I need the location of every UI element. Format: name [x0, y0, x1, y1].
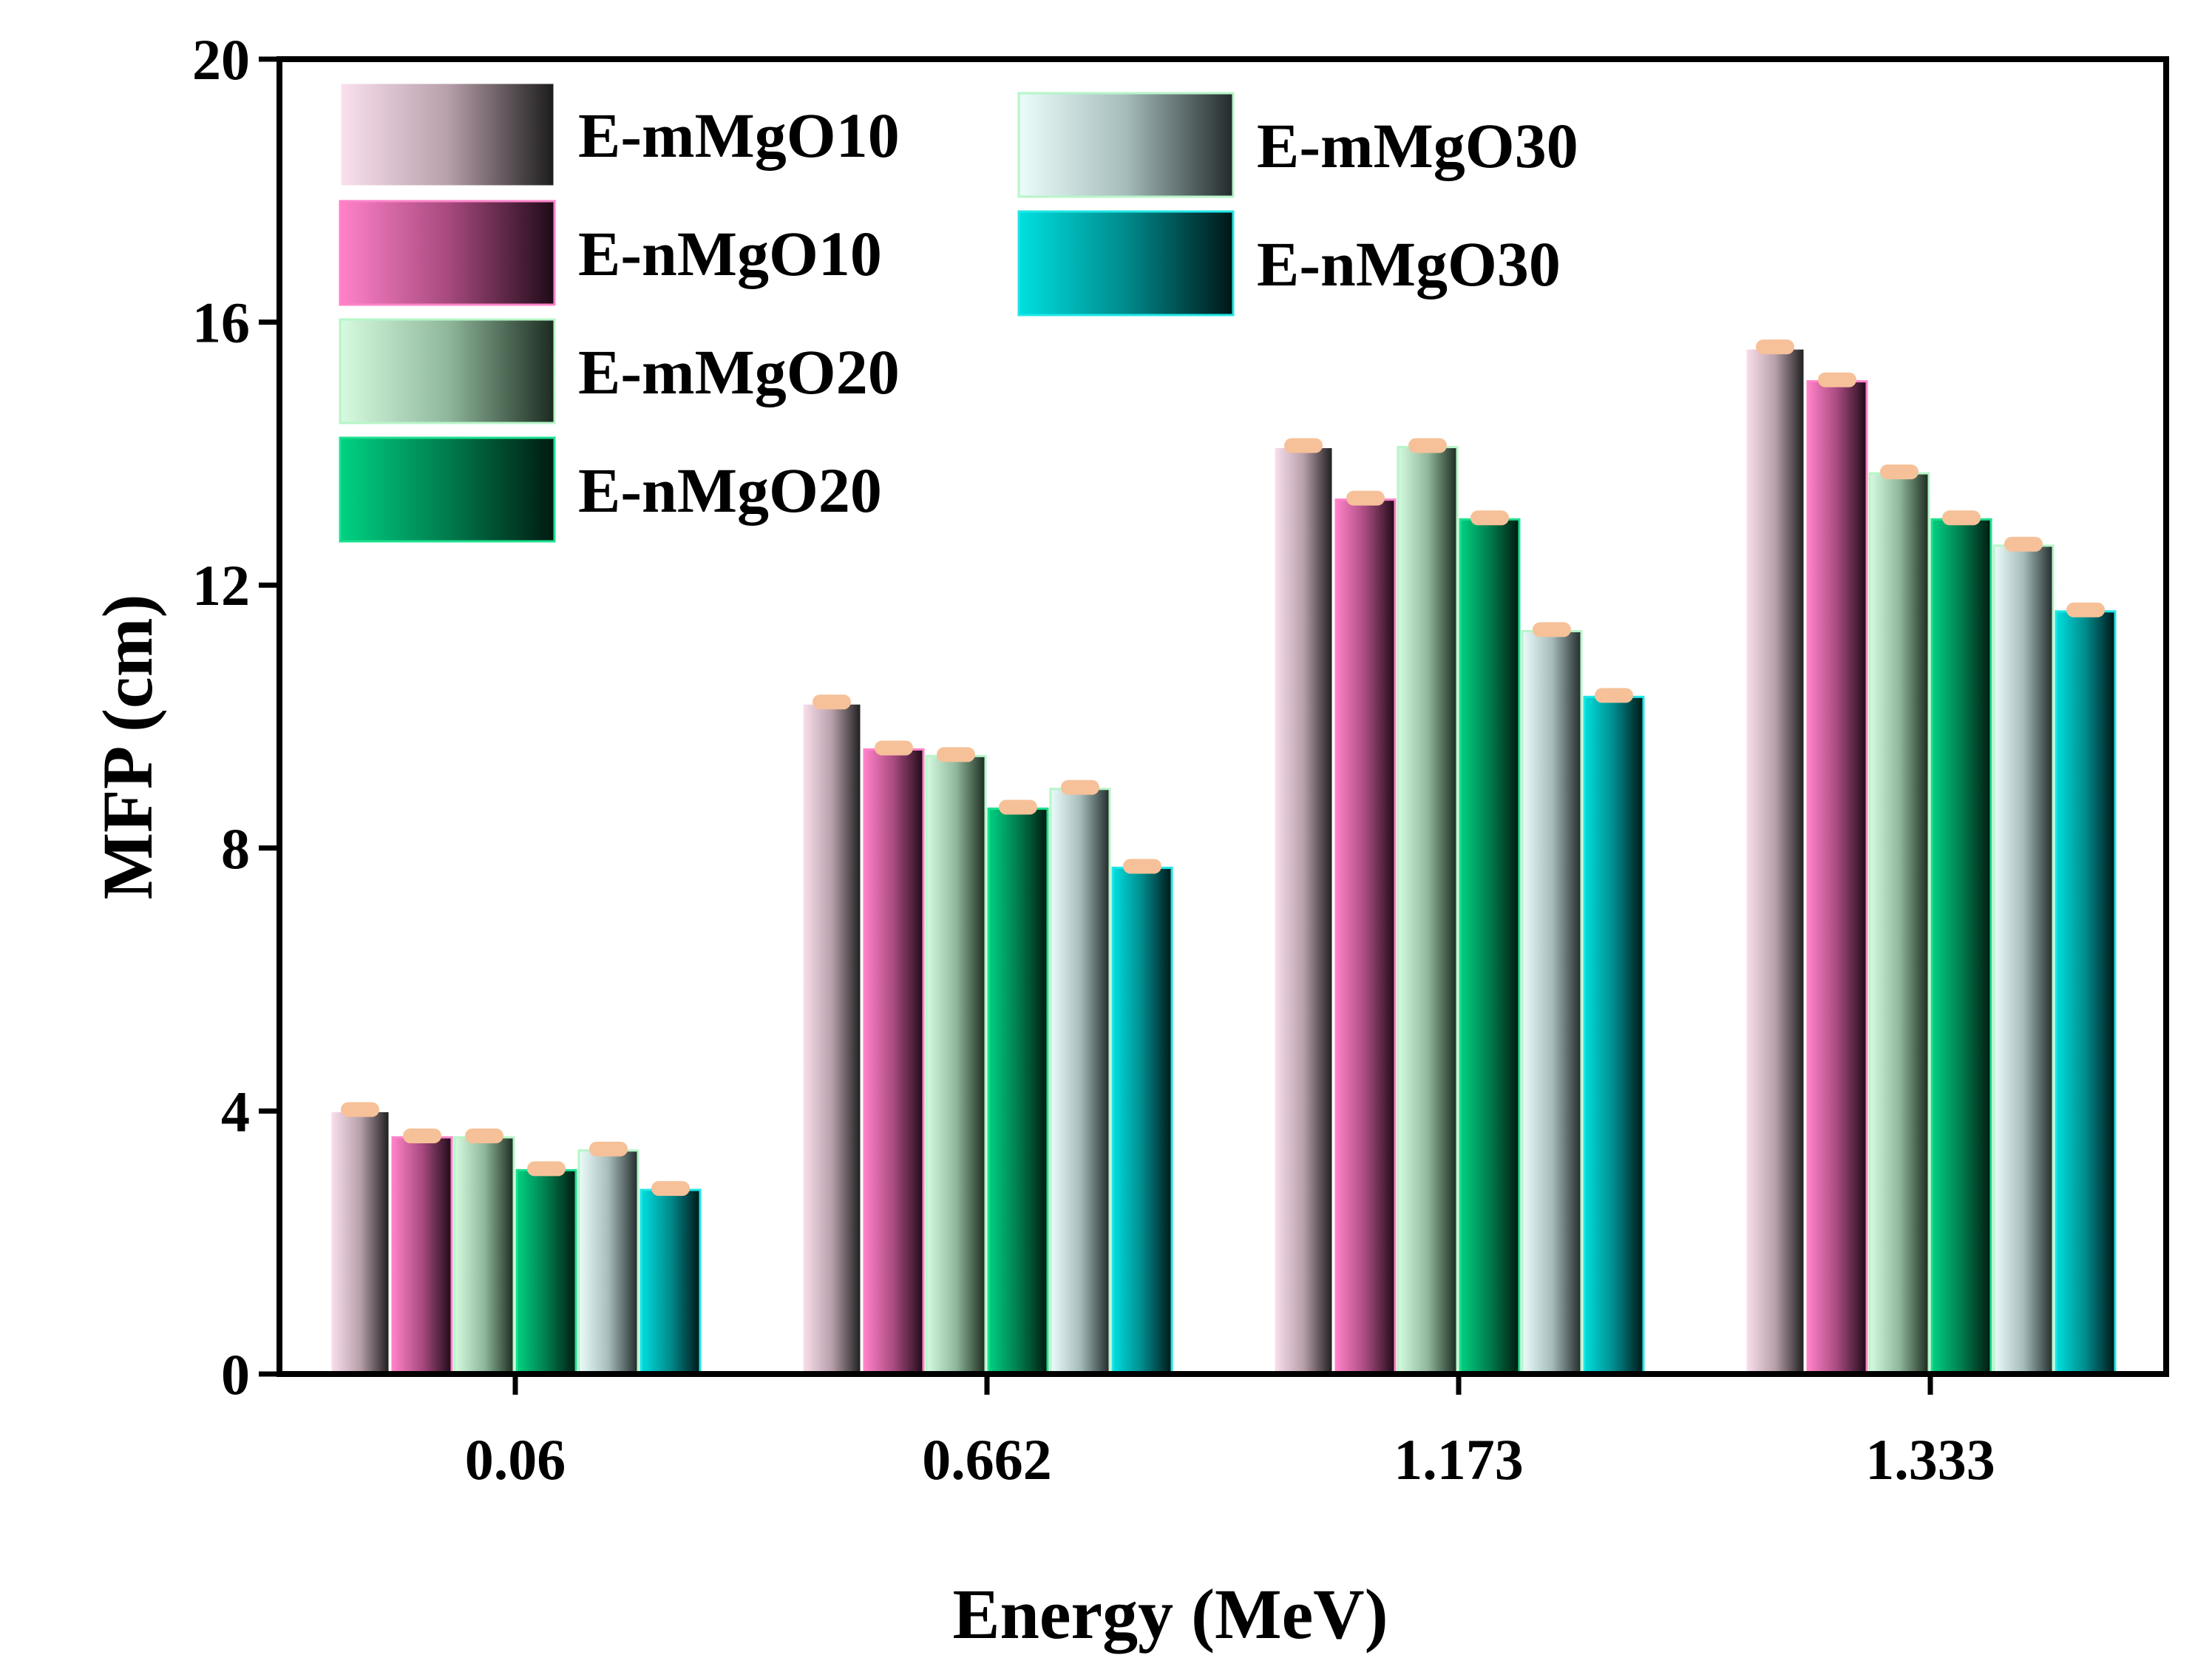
- error-marker: [651, 1181, 690, 1197]
- bar-e-mmgo30-1_173: [1521, 629, 1583, 1375]
- error-marker: [1408, 438, 1447, 453]
- legend-swatch-e-nmgo30: [1017, 210, 1235, 317]
- legend-label-e-mmgo30: E-mMgO30: [1257, 110, 1578, 181]
- error-marker: [403, 1128, 441, 1143]
- bar-e-nmgo10-1_333: [1806, 380, 1868, 1375]
- error-marker: [1880, 464, 1918, 480]
- error-marker: [527, 1161, 566, 1177]
- error-marker: [341, 1102, 379, 1117]
- legend-swatch-e-mmgo30: [1017, 92, 1235, 198]
- x-tick-label: 0.06: [465, 1427, 566, 1492]
- error-markers-layer: [341, 339, 2105, 1197]
- bar-e-nmgo20-1_333: [1930, 518, 1992, 1375]
- y-tick-label: 4: [221, 1079, 250, 1143]
- y-tick-label: 0: [221, 1342, 250, 1407]
- error-marker: [1061, 779, 1099, 795]
- bar-e-mmgo10-1_333: [1744, 347, 1806, 1375]
- plot-frame: [276, 56, 2169, 1377]
- bar-e-mmgo10-1_173: [1272, 446, 1334, 1375]
- bar-e-mmgo20-1_333: [1868, 472, 1930, 1375]
- bars-layer: [329, 347, 2117, 1375]
- error-marker: [1595, 688, 1633, 703]
- bar-e-mmgo10-0_662: [801, 702, 863, 1375]
- legend-swatch-e-mmgo10: [339, 81, 556, 188]
- bar-e-nmgo20-0_662: [987, 807, 1049, 1375]
- bar-e-nmgo30-1_173: [1583, 695, 1645, 1375]
- bar-e-nmgo20-1_173: [1459, 518, 1521, 1375]
- error-marker: [1942, 510, 1981, 526]
- x-tick-label: 0.662: [922, 1427, 1052, 1492]
- x-tick-label: 1.333: [1865, 1427, 1995, 1492]
- error-marker: [1470, 510, 1509, 526]
- legend-swatch-e-nmgo20: [339, 436, 556, 543]
- error-marker: [1818, 372, 1856, 388]
- bar-e-nmgo30-1_333: [2055, 610, 2117, 1375]
- error-marker: [1533, 622, 1571, 637]
- bar-e-mmgo20-0_06: [453, 1136, 515, 1375]
- bar-e-nmgo30-0_662: [1111, 866, 1173, 1375]
- error-marker: [465, 1128, 503, 1143]
- error-marker: [1284, 438, 1323, 453]
- y-tick-label: 12: [192, 553, 250, 617]
- error-marker: [2066, 602, 2105, 617]
- x-axis-title: Energy (MeV): [952, 1574, 1388, 1654]
- legend-swatch-e-mmgo20: [339, 318, 556, 424]
- error-marker: [1123, 859, 1161, 874]
- legend-label-e-nmgo30: E-nMgO30: [1257, 229, 1561, 300]
- legend-label-e-mmgo10: E-mMgO10: [578, 100, 900, 171]
- legend: E-mMgO10 E-nMgO10 E-mMgO20 E-nMgO20 E-mMgO30…: [339, 81, 1578, 543]
- legend-swatch-e-nmgo10: [339, 200, 556, 306]
- error-marker: [875, 740, 913, 756]
- x-tick-label: 1.173: [1394, 1427, 1524, 1492]
- y-tick-label: 20: [192, 27, 250, 92]
- bar-e-nmgo10-1_173: [1334, 498, 1397, 1375]
- y-tick-label: 8: [221, 816, 250, 881]
- bar-e-mmgo30-1_333: [1992, 544, 2055, 1375]
- bar-e-nmgo10-0_662: [863, 748, 925, 1375]
- bar-e-nmgo10-0_06: [391, 1136, 453, 1375]
- error-marker: [937, 747, 975, 762]
- error-marker: [812, 694, 851, 710]
- bar-e-mmgo30-0_06: [577, 1149, 639, 1375]
- bar-e-mmgo20-1_173: [1397, 446, 1459, 1375]
- legend-label-e-nmgo10: E-nMgO10: [578, 218, 882, 289]
- error-marker: [1346, 490, 1385, 506]
- bar-e-mmgo30-0_662: [1049, 788, 1111, 1375]
- y-axis-title: MFP (cm): [88, 594, 167, 899]
- legend-label-e-mmgo20: E-mMgO20: [578, 336, 900, 407]
- error-marker: [2004, 536, 2043, 552]
- bar-e-mmgo10-0_06: [329, 1109, 391, 1375]
- bar-e-nmgo30-0_06: [639, 1188, 702, 1375]
- error-marker: [1756, 339, 1794, 355]
- legend-label-e-nmgo20: E-nMgO20: [578, 455, 882, 526]
- x-axis: 0.06 0.662 1.173 1.333: [465, 1374, 1995, 1492]
- y-tick-label: 16: [192, 291, 250, 355]
- error-marker: [589, 1141, 628, 1157]
- bar-e-nmgo20-0_06: [515, 1168, 577, 1375]
- error-marker: [999, 799, 1037, 815]
- y-axis: 0 4 8 12 16 20: [192, 27, 279, 1407]
- bar-e-mmgo20-0_662: [925, 754, 987, 1375]
